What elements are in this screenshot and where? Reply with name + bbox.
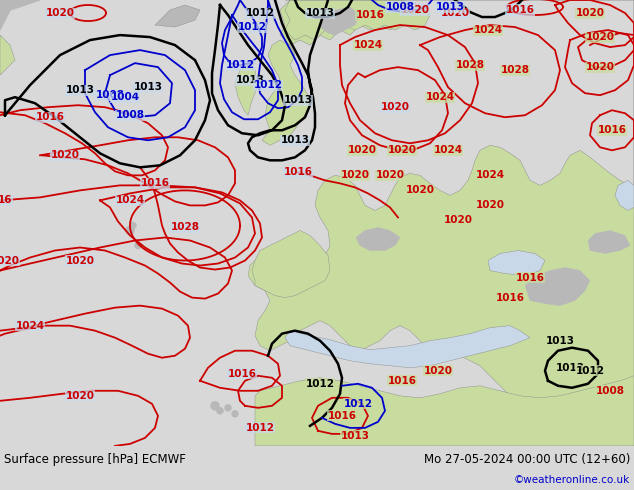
Circle shape	[130, 222, 136, 228]
Text: 16: 16	[0, 196, 12, 205]
Polygon shape	[488, 250, 545, 275]
Text: 1020: 1020	[46, 8, 75, 18]
Text: 1016: 1016	[515, 272, 545, 283]
Polygon shape	[235, 65, 258, 115]
Text: 1020: 1020	[340, 171, 370, 180]
Text: 1020: 1020	[476, 200, 505, 210]
Circle shape	[217, 408, 223, 414]
Text: 1012: 1012	[254, 80, 283, 90]
Text: 1008: 1008	[96, 90, 124, 100]
Text: 1020: 1020	[65, 255, 94, 266]
Text: 1013: 1013	[235, 75, 264, 85]
Text: 1020: 1020	[347, 146, 377, 155]
Text: 1024: 1024	[476, 171, 505, 180]
Text: Surface pressure [hPa] ECMWF: Surface pressure [hPa] ECMWF	[4, 453, 186, 466]
Circle shape	[225, 405, 231, 411]
Text: 1008: 1008	[385, 2, 415, 12]
Text: 1013: 1013	[280, 135, 309, 145]
Polygon shape	[285, 326, 530, 368]
Text: 1013: 1013	[134, 82, 162, 92]
Polygon shape	[356, 227, 400, 250]
Text: 1012: 1012	[238, 22, 266, 32]
Text: 1024: 1024	[353, 40, 382, 50]
Text: 1013: 1013	[436, 2, 465, 12]
Text: 1024: 1024	[115, 196, 145, 205]
Text: 1012: 1012	[245, 423, 275, 433]
Text: 1020: 1020	[406, 185, 434, 196]
Polygon shape	[255, 376, 634, 446]
Polygon shape	[285, 0, 430, 40]
Polygon shape	[615, 180, 634, 210]
Circle shape	[232, 411, 238, 417]
Text: 1016: 1016	[597, 125, 626, 135]
Text: 1020: 1020	[387, 146, 417, 155]
Text: 1020: 1020	[424, 366, 453, 376]
Text: 1013: 1013	[65, 85, 94, 95]
Text: 1016: 1016	[356, 10, 384, 20]
Text: 1020: 1020	[586, 62, 614, 72]
Polygon shape	[155, 5, 200, 27]
Text: 1020: 1020	[0, 255, 20, 266]
Text: 1008: 1008	[115, 110, 145, 120]
Polygon shape	[0, 0, 40, 30]
Polygon shape	[252, 230, 330, 297]
Text: 1008: 1008	[595, 386, 624, 396]
Text: 1012: 1012	[344, 399, 373, 409]
Text: 1016: 1016	[228, 369, 257, 379]
Text: 1013: 1013	[545, 336, 574, 345]
Text: 1012: 1012	[245, 8, 275, 18]
Text: 1012: 1012	[306, 379, 335, 389]
Text: 1020: 1020	[586, 32, 614, 42]
Polygon shape	[588, 230, 630, 253]
Text: 1020: 1020	[380, 102, 410, 112]
Text: 1016: 1016	[387, 376, 417, 386]
Text: 1020: 1020	[441, 8, 470, 18]
Text: 1016: 1016	[141, 178, 169, 188]
Text: 1024: 1024	[474, 25, 503, 35]
Text: 1020: 1020	[375, 171, 404, 180]
Text: 1020: 1020	[51, 150, 79, 160]
Polygon shape	[245, 60, 255, 67]
Text: 1028: 1028	[455, 60, 484, 70]
Text: 1024: 1024	[425, 92, 455, 102]
Text: 1024: 1024	[15, 320, 44, 331]
Text: 1016: 1016	[505, 5, 534, 15]
Text: ©weatheronline.co.uk: ©weatheronline.co.uk	[514, 475, 630, 485]
Circle shape	[135, 243, 141, 248]
Text: 1013: 1013	[555, 363, 585, 373]
Text: 1012: 1012	[576, 366, 604, 376]
Text: 1013: 1013	[340, 431, 370, 441]
Text: 1016: 1016	[283, 168, 313, 177]
Text: 1028: 1028	[500, 65, 529, 75]
Polygon shape	[320, 7, 360, 35]
Text: 1012: 1012	[226, 60, 254, 70]
Text: 1013: 1013	[306, 8, 335, 18]
Text: 1016: 1016	[36, 112, 65, 122]
Circle shape	[211, 402, 219, 410]
Text: 1020: 1020	[576, 8, 604, 18]
Polygon shape	[248, 0, 634, 446]
Text: 1028: 1028	[171, 222, 200, 232]
Polygon shape	[262, 40, 310, 146]
Text: 1016: 1016	[328, 411, 356, 421]
Circle shape	[126, 226, 134, 235]
Polygon shape	[280, 0, 405, 45]
Text: Mo 27-05-2024 00:00 UTC (12+60): Mo 27-05-2024 00:00 UTC (12+60)	[424, 453, 630, 466]
Text: 1024: 1024	[434, 146, 463, 155]
Polygon shape	[0, 35, 15, 75]
Text: 1020: 1020	[401, 5, 429, 15]
Text: 1016: 1016	[496, 293, 524, 303]
Text: 1013: 1013	[283, 95, 313, 105]
Text: 1020: 1020	[444, 216, 472, 225]
Text: 1020: 1020	[65, 391, 94, 401]
Polygon shape	[525, 268, 590, 306]
Text: 1004: 1004	[110, 92, 139, 102]
